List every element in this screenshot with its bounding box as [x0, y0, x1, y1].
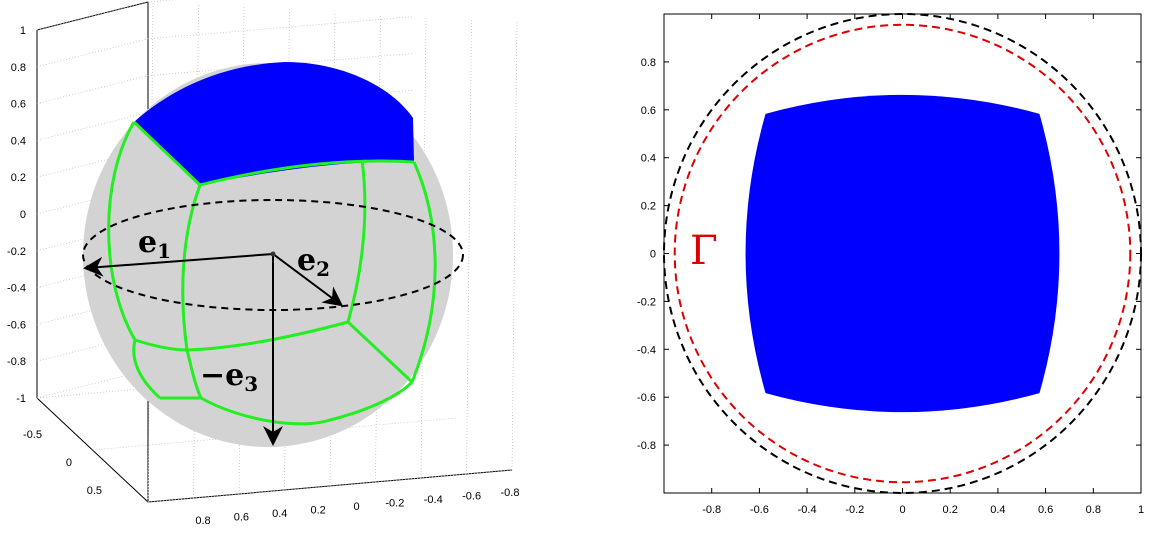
z-grid-line [36, 148, 149, 178]
y-tick-label: -0.5 [23, 429, 42, 441]
y-tick-label: -0.8 [637, 440, 656, 452]
x-tick-label: 0.8 [1086, 504, 1101, 516]
z-grid-line [147, 0, 177, 3]
z-grid-line [36, 332, 149, 362]
y-tick-label: 0.8 [641, 57, 656, 69]
x-grid-line [466, 19, 472, 475]
origin-point [270, 251, 276, 257]
z-grid-line [36, 112, 149, 141]
x-tick-label: -0.4 [798, 504, 817, 516]
x-tick-label: -0.8 [501, 487, 520, 499]
y-tick-label: 0.4 [641, 153, 656, 165]
z-grid-line [36, 38, 149, 68]
x-tick-label: 0.4 [272, 508, 287, 520]
z-tick-label: 0.6 [11, 99, 26, 111]
e1-arrow [83, 253, 274, 277]
blue-region [745, 94, 1060, 413]
y-tick-label: 0 [66, 457, 72, 469]
x-tick-label: 0.2 [310, 505, 325, 517]
z-tick-label: 0.4 [11, 135, 26, 147]
right-ticks: -0.8 -0.6 -0.4 -0.2 0 0.2 0.4 0.6 0.8 1 0.8 0.6 0.4 0… [637, 14, 1144, 516]
y-tick-label: 0.2 [641, 201, 656, 213]
z-tick-label: 1 [20, 25, 26, 37]
e1-label: e1 [138, 225, 171, 263]
y-grid-line [37, 365, 402, 399]
z-tick-label: -0.4 [7, 283, 26, 295]
e2-label: e2 [297, 243, 330, 281]
gamma-circle [673, 23, 1132, 484]
x-tick-label: 0.6 [1038, 504, 1053, 516]
left-3d-plot: e1 e2 −e3 1 0.8 0.6 0.4 0.2 0 -0.2 -0.4 -0.6 -0.8… [7, 0, 519, 527]
x-tick-label: -0.4 [424, 494, 443, 506]
z-tick-label: -0.8 [7, 356, 26, 368]
vector-arrows [83, 253, 344, 446]
x-tick-label: -0.6 [750, 504, 769, 516]
x-tick-label: -0.2 [385, 498, 404, 510]
z-tick-label: 0 [20, 209, 26, 221]
x-grid-line [420, 16, 427, 479]
y-tick-label: -0.4 [637, 344, 656, 356]
x-tick-label: -0.8 [702, 504, 721, 516]
y-tick-label: -0.6 [637, 392, 656, 404]
z-grid-line [147, 16, 413, 40]
x-tick-label: 0.8 [195, 515, 210, 527]
blue-cap-region [134, 62, 414, 185]
x-tick-label: 0.4 [990, 504, 1005, 516]
z-grid-line [36, 369, 149, 399]
z-tick-label: 0.8 [11, 62, 26, 74]
x-tick-label: 1 [1138, 504, 1144, 516]
y-tick-label: 0 [650, 249, 656, 261]
e2-arrow [272, 253, 344, 307]
x-tick-label: 0 [353, 501, 359, 513]
gamma-label: Γ [690, 228, 718, 274]
x-grid-line [511, 21, 518, 471]
y-grid-line [148, 469, 513, 503]
z-tick-label: -0.6 [7, 319, 26, 331]
right-series [663, 13, 1142, 494]
x-tick-label: -0.2 [845, 504, 864, 516]
right-2d-plot: -0.8 -0.6 -0.4 -0.2 0 0.2 0.4 0.6 0.8 1 0.8 0.6 0.4 0… [637, 13, 1144, 516]
x-tick-label: -0.6 [462, 491, 481, 503]
y-tick-label: 0.5 [87, 485, 102, 497]
z-tick-label: 0.2 [11, 172, 26, 184]
z-grid-line [36, 75, 149, 104]
left-tick-labels: 1 0.8 0.6 0.4 0.2 0 -0.2 -0.4 -0.6 -0.8 -1 -0.8 -0.6… [7, 25, 519, 527]
z-tick-label: -0.2 [7, 246, 26, 258]
z-grid-line [36, 1, 149, 31]
y-tick-label: 0.6 [641, 105, 656, 117]
y-tick-label: -0.2 [637, 296, 656, 308]
unit-circle [663, 13, 1142, 494]
x-tick-label: 0.6 [234, 512, 249, 524]
y-grid-line [92, 417, 457, 451]
z-tick-label: -1 [16, 393, 26, 405]
x-tick-label: 0.2 [943, 504, 958, 516]
x-tick-label: 0 [899, 504, 905, 516]
minus-e3-label: −e3 [200, 358, 258, 396]
